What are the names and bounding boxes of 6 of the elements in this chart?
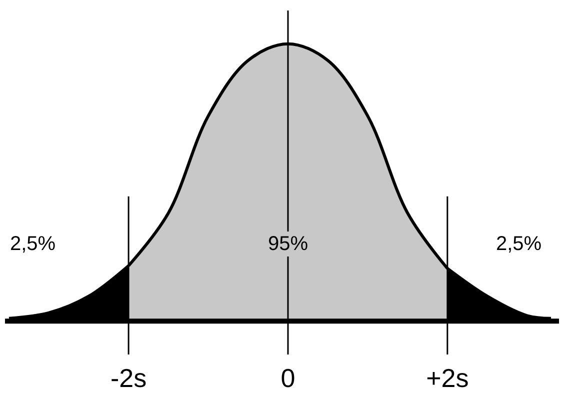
annotation: 2,5% — [496, 233, 542, 255]
annotation: 95% — [268, 233, 308, 255]
x-tick-label: 0 — [280, 363, 296, 393]
x-tick-label: +2s — [426, 363, 469, 393]
annotation: 2,5% — [10, 233, 56, 255]
x-tick-label: -2s — [110, 363, 147, 393]
